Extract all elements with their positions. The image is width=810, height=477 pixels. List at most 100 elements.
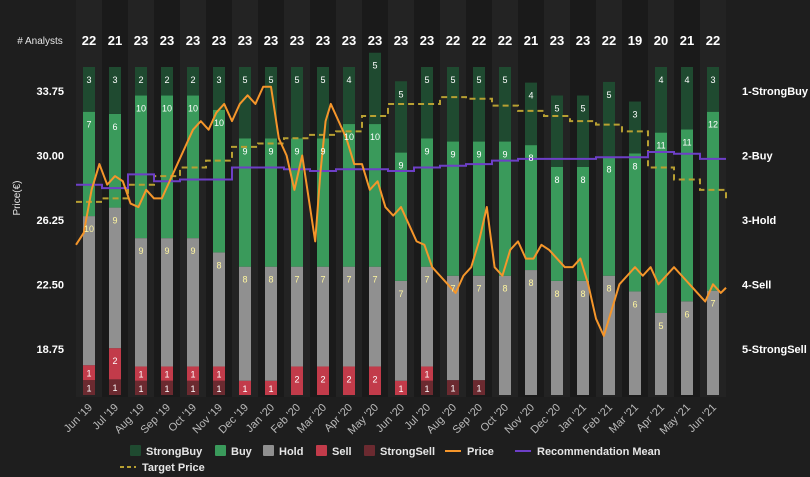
bar-buy (265, 138, 277, 267)
bar-value-label: 7 (86, 120, 91, 130)
legend-label: Price (467, 446, 494, 458)
bar-hold (655, 313, 667, 395)
bar-hold (681, 301, 693, 395)
analyst-count: 22 (706, 33, 720, 48)
bar-value-label: 10 (136, 104, 146, 114)
bar-strongsell (187, 380, 199, 395)
bar-hold (187, 238, 199, 367)
bar-value-label: 1 (86, 384, 91, 394)
bar-buy (369, 124, 381, 267)
bar-strongbuy (707, 67, 719, 112)
bar-value-label: 5 (268, 75, 273, 85)
bar-strongsell (213, 380, 225, 395)
bar-strongbuy (577, 95, 589, 167)
bar-strongbuy (499, 67, 511, 142)
target-price-line (76, 96, 727, 203)
bar-hold (421, 266, 433, 367)
bar-buy (239, 138, 251, 267)
analyst-count: 23 (368, 33, 382, 48)
recommendation-scale-label: 2-Buy (742, 150, 773, 162)
bar-value-label: 11 (656, 141, 665, 151)
bar-buy (213, 109, 225, 253)
bar-value-label: 5 (398, 89, 403, 99)
bar-value-label: 8 (580, 289, 585, 299)
bar-strongbuy (395, 81, 407, 153)
bar-sell (161, 366, 173, 381)
bar-value-label: 5 (554, 104, 559, 114)
bar-value-label: 10 (214, 118, 224, 128)
analyst-count: 23 (134, 33, 148, 48)
bar-value-label: 1 (242, 384, 247, 394)
legend-label: Target Price (142, 462, 205, 474)
bar-value-label: 10 (188, 104, 198, 114)
bar-value-label: 1 (424, 370, 429, 380)
bar-value-label: 7 (710, 299, 715, 309)
bar-value-label: 8 (632, 161, 637, 171)
bar-value-label: 8 (528, 278, 533, 288)
y-tick-label: 33.75 (36, 86, 64, 98)
bar-value-label: 8 (502, 284, 507, 294)
bar-buy (291, 138, 303, 267)
bar-sell (395, 380, 407, 395)
analyst-count: 23 (264, 33, 278, 48)
analyst-count: 22 (602, 33, 616, 48)
bar-strongsell (421, 380, 433, 395)
analyst-count: 23 (160, 33, 174, 48)
bar-sell (213, 366, 225, 381)
bar-buy (551, 166, 563, 281)
bar-value-label: 9 (164, 246, 169, 256)
bar-value-label: 6 (684, 309, 689, 319)
analyst-count: 23 (316, 33, 330, 48)
bar-value-label: 8 (554, 175, 559, 185)
recommendation-mean-line (76, 151, 726, 190)
bar-value-label: 9 (138, 246, 143, 256)
analyst-count: 23 (342, 33, 356, 48)
bar-strongsell (473, 380, 485, 395)
bar-value-label: 1 (190, 370, 195, 380)
bar-sell (187, 366, 199, 381)
bar-buy (395, 152, 407, 281)
bar-sell (317, 366, 329, 395)
bar-strongsell (135, 380, 147, 395)
bar-sell (135, 366, 147, 381)
legend-swatch (263, 445, 274, 456)
analyst-count: 21 (680, 33, 694, 48)
bar-value-label: 1 (450, 384, 455, 394)
y-tick-label: 22.50 (36, 279, 64, 291)
bar-value-label: 8 (606, 284, 611, 294)
bar-strongbuy (551, 95, 563, 167)
bar-value-label: 2 (294, 374, 299, 384)
bar-value-label: 1 (164, 384, 169, 394)
bar-buy (525, 145, 537, 271)
analyst-count: 22 (472, 33, 486, 48)
bar-hold (499, 275, 511, 395)
bar-value-label: 3 (112, 75, 117, 85)
bar-value-label: 7 (346, 275, 351, 285)
bar-value-label: 1 (398, 384, 403, 394)
bar-strongbuy (343, 67, 355, 125)
analyst-count: 23 (238, 33, 252, 48)
bar-value-label: 2 (138, 75, 143, 85)
bar-value-label: 1 (268, 384, 273, 394)
analyst-count: 23 (394, 33, 408, 48)
bar-value-label: 10 (162, 104, 172, 114)
bar-hold (369, 266, 381, 367)
bar-value-label: 9 (476, 150, 481, 160)
bar-value-label: 9 (450, 150, 455, 160)
bar-value-label: 9 (112, 216, 117, 226)
bar-value-label: 3 (710, 75, 715, 85)
analyst-count: 23 (212, 33, 226, 48)
bar-strongbuy (525, 82, 537, 146)
bar-value-label: 5 (294, 75, 299, 85)
bar-value-label: 5 (242, 75, 247, 85)
bar-value-label: 7 (294, 275, 299, 285)
bar-buy (109, 113, 121, 208)
bar-sell (369, 366, 381, 395)
bar-value-label: 5 (476, 75, 481, 85)
bar-strongbuy (239, 67, 251, 139)
bar-hold (577, 280, 589, 395)
bar-value-label: 7 (320, 275, 325, 285)
bar-strongbuy (83, 67, 95, 112)
bar-value-label: 5 (658, 321, 663, 331)
bar-value-label: 8 (606, 164, 611, 174)
